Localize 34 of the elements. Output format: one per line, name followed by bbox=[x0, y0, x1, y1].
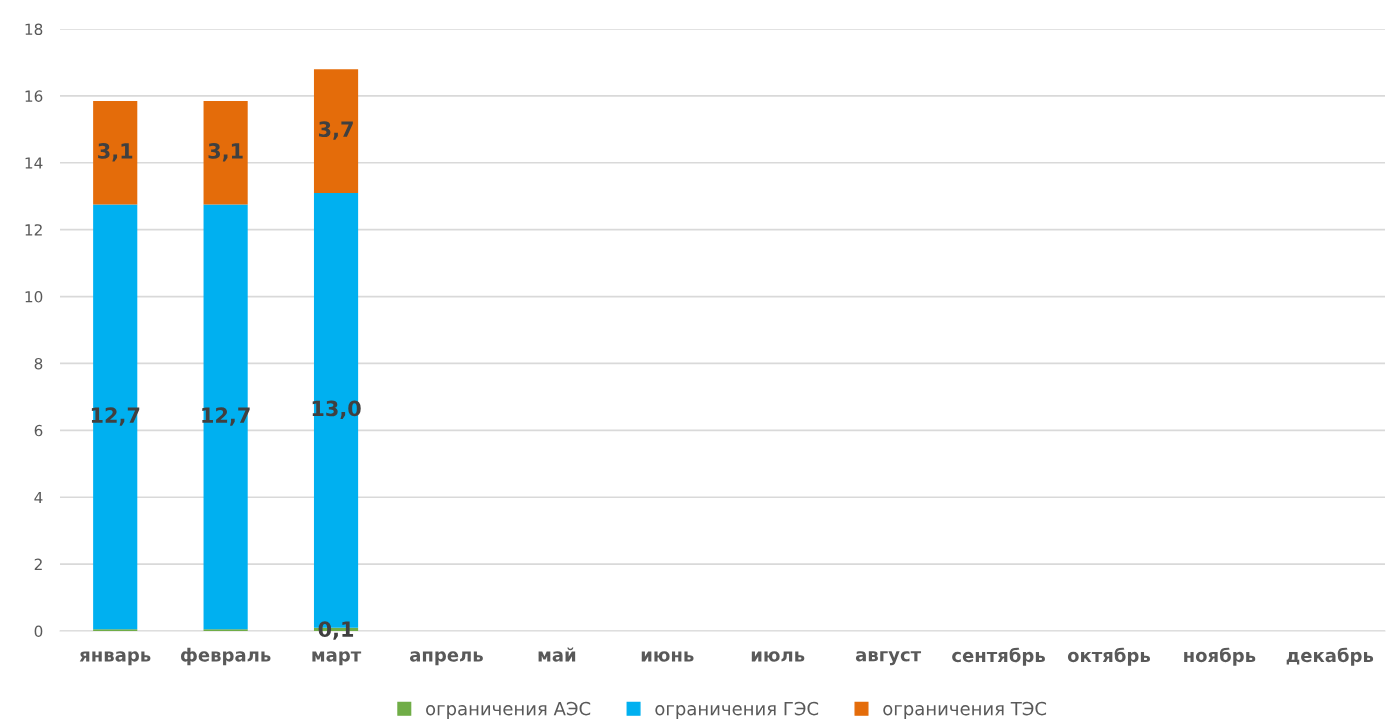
y-tick-label: 2 bbox=[34, 558, 42, 570]
y-tick-label: 18 bbox=[25, 23, 43, 36]
y-tick-label: 0 bbox=[34, 625, 43, 638]
data-label: 3,1 bbox=[98, 143, 133, 162]
data-label: 0,1 bbox=[318, 621, 354, 640]
x-tick-label: август bbox=[855, 651, 922, 666]
bar bbox=[93, 204, 138, 630]
y-tick-label: 4 bbox=[34, 491, 43, 504]
y-tick-label: 16 bbox=[25, 90, 43, 102]
x-tick-label: июнь bbox=[641, 651, 694, 662]
bar bbox=[203, 100, 248, 205]
legend-label: ограничения ТЭС bbox=[883, 701, 1047, 719]
x-tick-label: ноябрь bbox=[1184, 647, 1256, 666]
x-tick-label: март bbox=[312, 651, 362, 666]
y-tick-label: 12 bbox=[25, 224, 42, 236]
y-tick-label: 14 bbox=[25, 157, 43, 169]
data-label: 3,1 bbox=[208, 143, 243, 162]
y-tick-label: 10 bbox=[25, 291, 43, 303]
x-tick-label: май bbox=[538, 647, 576, 662]
data-label: 3,7 bbox=[318, 121, 353, 140]
x-tick-label: февраль bbox=[180, 647, 271, 666]
legend-label: ограничения АЭС bbox=[426, 701, 591, 719]
bar bbox=[93, 100, 138, 205]
x-tick-label: декабрь bbox=[1286, 647, 1374, 666]
bar bbox=[313, 69, 359, 193]
y-tick-label: 8 bbox=[34, 357, 43, 370]
x-tick-label: сентябрь bbox=[952, 647, 1045, 666]
legend-label: ограничения ГЭС bbox=[655, 701, 819, 719]
bar bbox=[203, 204, 248, 630]
x-tick-label: январь bbox=[79, 651, 151, 666]
x-tick-label: июль bbox=[751, 651, 805, 662]
x-tick-label: апрель bbox=[410, 651, 483, 666]
y-tick-label: 6 bbox=[34, 424, 43, 437]
x-tick-label: октябрь bbox=[1067, 647, 1150, 666]
